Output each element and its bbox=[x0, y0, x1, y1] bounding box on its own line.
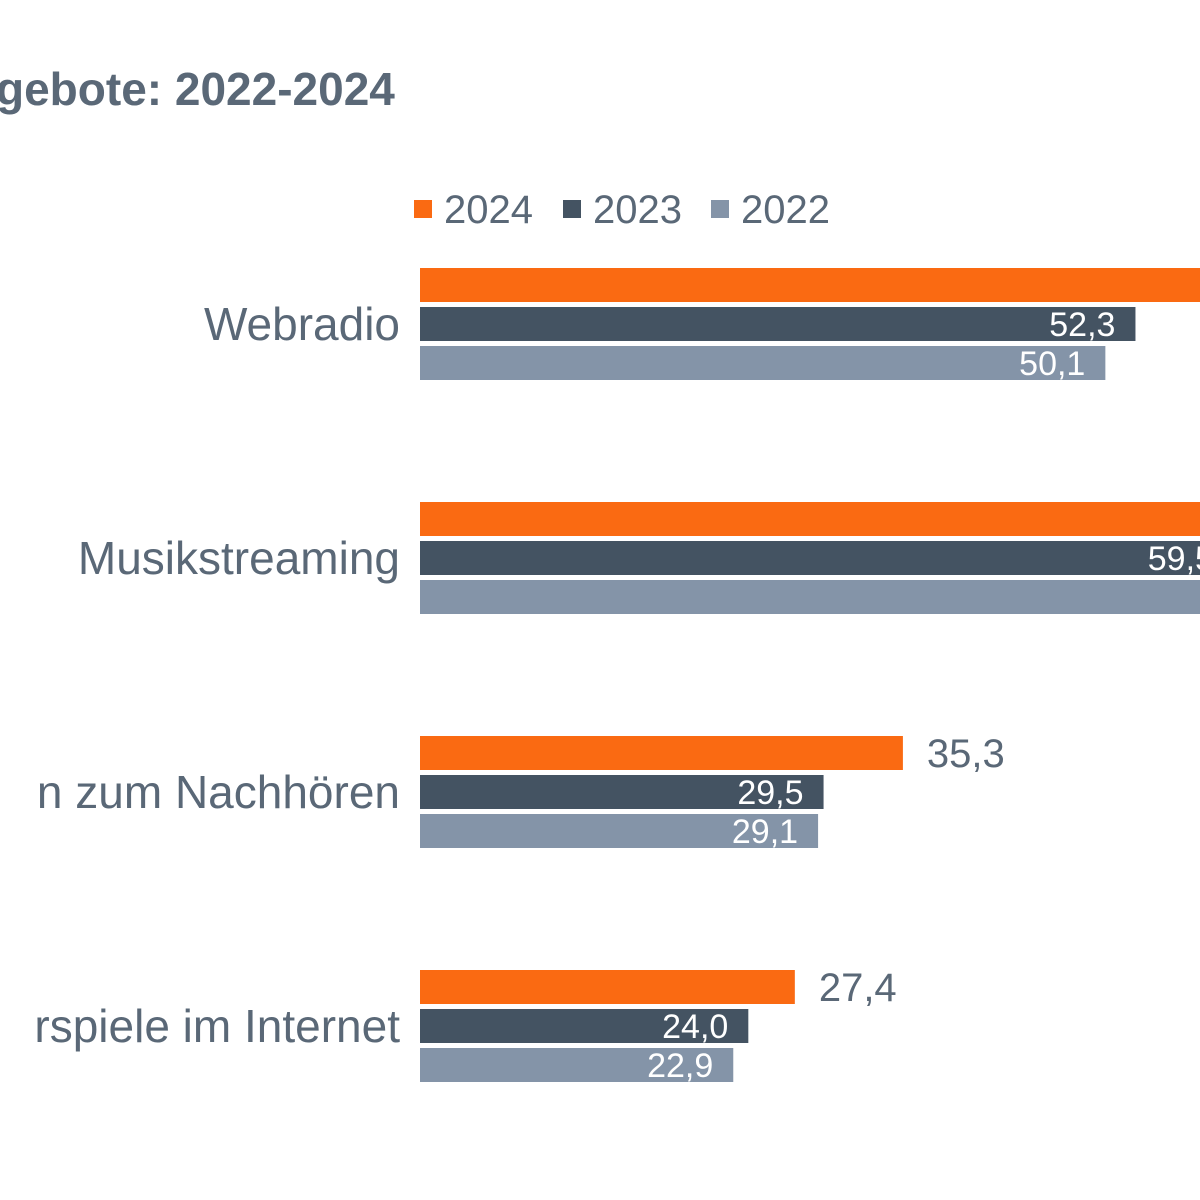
legend-swatch-2023 bbox=[563, 200, 581, 218]
bar-2023 bbox=[420, 1009, 749, 1043]
data-label: 24,0 bbox=[662, 1008, 728, 1046]
data-label: 50,1 bbox=[1019, 345, 1085, 383]
bar-2022 bbox=[420, 814, 819, 848]
legend-label-2022: 2022 bbox=[741, 188, 830, 232]
data-label: 29,5 bbox=[737, 774, 803, 812]
bar-2022 bbox=[420, 580, 1200, 614]
chart-title: gebote: 2022-2024 bbox=[0, 63, 395, 115]
category-label: n zum Nachhören bbox=[37, 766, 400, 818]
bar-2023 bbox=[420, 307, 1136, 341]
legend-label-2023: 2023 bbox=[593, 188, 682, 232]
bar-2023 bbox=[420, 775, 824, 809]
legend-swatch-2024 bbox=[414, 200, 432, 218]
legend: 2024 2023 2022 bbox=[414, 188, 830, 232]
bar-2024 bbox=[420, 736, 903, 770]
bar-2024 bbox=[420, 268, 1200, 302]
category-label: Musikstreaming bbox=[78, 532, 400, 584]
data-label: 29,1 bbox=[732, 813, 798, 851]
category-label: Webradio bbox=[204, 298, 400, 350]
category-label: rspiele im Internet bbox=[34, 1000, 400, 1052]
legend-label-2024: 2024 bbox=[444, 188, 533, 232]
bar-2022 bbox=[420, 1048, 734, 1082]
data-label: 59,5 bbox=[1148, 540, 1200, 578]
bar-2023 bbox=[420, 541, 1200, 575]
bar-2022 bbox=[420, 346, 1106, 380]
data-label: 22,9 bbox=[647, 1047, 713, 1085]
legend-swatch-2022 bbox=[711, 200, 729, 218]
bar-2024 bbox=[420, 502, 1200, 536]
data-label: 35,3 bbox=[927, 732, 1005, 776]
data-label: 52,3 bbox=[1049, 306, 1115, 344]
bar-2024 bbox=[420, 970, 795, 1004]
data-label: 27,4 bbox=[819, 966, 897, 1010]
